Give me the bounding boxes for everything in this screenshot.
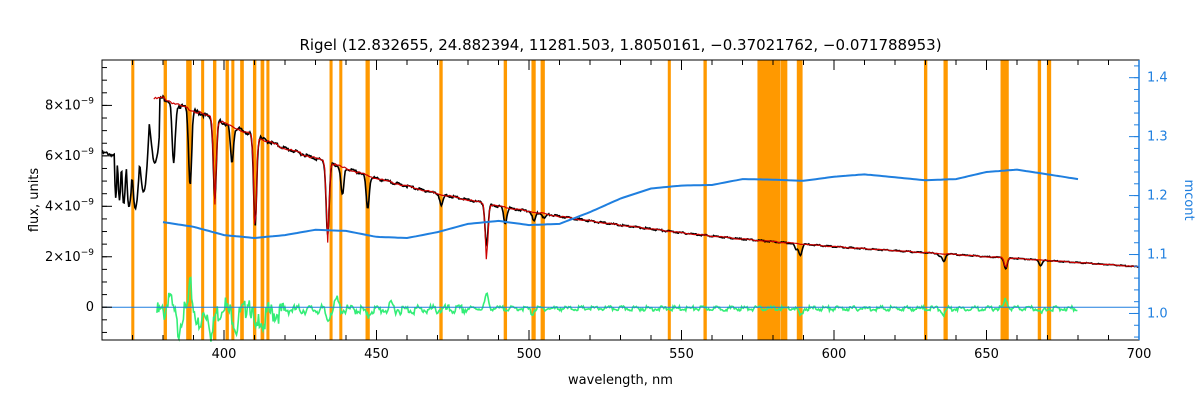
masked-band-17	[540, 60, 545, 340]
x-tick-label-1: 450	[364, 347, 389, 362]
y-tick-label-1: 2×10−9	[45, 248, 94, 265]
x-tick-label-3: 550	[669, 347, 694, 362]
plot-frame	[101, 59, 1140, 341]
y-tick-exponent-2: −9	[81, 197, 95, 207]
masked-band-14	[439, 60, 443, 340]
y-tick-exponent-4: −9	[81, 96, 95, 106]
y-tick-exponent-3: −9	[81, 147, 95, 157]
masked-band-5	[225, 60, 229, 340]
masked-band-16	[531, 60, 536, 340]
masked-band-10	[266, 60, 270, 340]
y2-tick-label-4: 1.4	[1147, 71, 1168, 86]
y-tick-label-2: 4×10−9	[45, 197, 94, 214]
x-tick-label-6: 700	[1127, 347, 1152, 362]
y2-axis-title: mcont	[1181, 179, 1196, 220]
y2-tick-label-3: 1.3	[1147, 130, 1168, 145]
x-axis: 400 450 500 550 600 650 700	[101, 60, 1152, 362]
masked-bands	[131, 60, 1052, 340]
masked-band-1	[163, 60, 167, 340]
masked-band-27	[1046, 60, 1052, 340]
chart-title: Rigel (12.832655, 24.882394, 11281.503, …	[299, 36, 941, 54]
y2-tick-label-1: 1.1	[1147, 248, 1168, 263]
series-layer	[101, 94, 1140, 342]
masked-band-25	[1000, 60, 1009, 340]
y2-tick-label-0: 1.0	[1147, 306, 1168, 321]
x-tick-label-2: 500	[517, 347, 542, 362]
masked-band-24	[943, 60, 948, 340]
masked-band-2	[186, 60, 192, 340]
y-tick-label-0: 0	[86, 300, 94, 315]
masked-band-21	[780, 60, 788, 340]
masked-band-15	[503, 60, 508, 340]
masked-band-19	[703, 60, 707, 340]
masked-band-22	[796, 60, 803, 340]
masked-band-12	[339, 60, 343, 340]
masked-band-0	[131, 60, 135, 340]
masked-band-9	[260, 60, 265, 340]
x-axis-title: wavelength, nm	[568, 373, 673, 388]
y-tick-label-3: 6×10−9	[45, 147, 94, 164]
y2-tick-label-2: 1.2	[1147, 189, 1168, 204]
masked-band-13	[365, 60, 370, 340]
masked-band-3	[201, 60, 205, 340]
series-residual	[156, 276, 1078, 342]
x-tick-label-4: 600	[822, 347, 847, 362]
x-tick-label-5: 650	[974, 347, 999, 362]
masked-band-7	[240, 60, 244, 340]
y-tick-exponent-1: −9	[81, 248, 95, 258]
masked-band-20	[757, 60, 781, 340]
y-tick-label-4: 8×10−9	[45, 96, 94, 113]
right-axis: 1.0 1.1 1.2 1.3 1.4	[1129, 60, 1168, 340]
masked-band-23	[923, 60, 928, 340]
masked-band-18	[667, 60, 671, 340]
series-model-flux	[153, 96, 1140, 268]
series-mcont	[162, 168, 1079, 240]
masked-band-11	[329, 60, 333, 340]
series-observed-flux	[101, 94, 1140, 270]
masked-band-6	[231, 60, 235, 340]
y-axis-title: flux, units	[27, 168, 42, 233]
x-tick-label-0: 400	[212, 347, 237, 362]
masked-band-26	[1037, 60, 1042, 340]
